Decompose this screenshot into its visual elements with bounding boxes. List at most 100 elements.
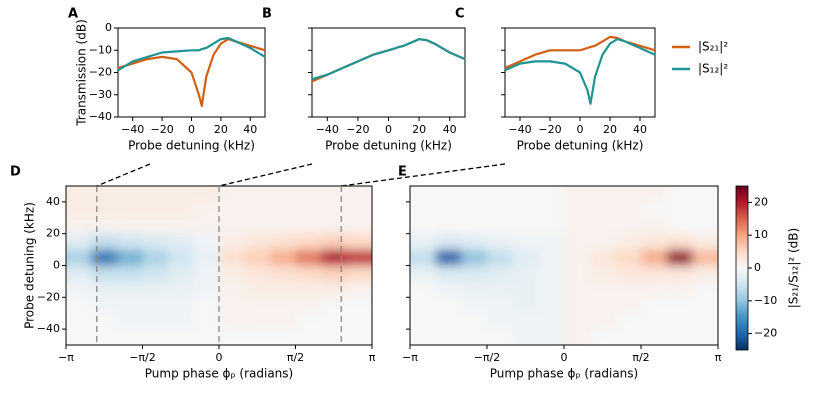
heatmap-cell xyxy=(640,217,667,235)
connector xyxy=(341,163,506,187)
y-tick-label: −30 xyxy=(89,88,112,101)
heatmap-cell xyxy=(487,201,514,219)
heatmap-cell xyxy=(692,281,718,298)
heatmap-cell xyxy=(244,265,271,282)
plot-frame xyxy=(504,27,656,118)
heatmap-cell xyxy=(244,249,271,266)
heatmap-cell xyxy=(321,249,348,266)
x-tick-label: −π/2 xyxy=(129,351,156,364)
heatmap-cell xyxy=(589,329,616,345)
y-tick-label: −40 xyxy=(89,110,112,123)
heatmap-cell xyxy=(435,217,462,235)
heatmap-cell xyxy=(615,217,642,235)
heatmap-cell xyxy=(167,313,194,330)
data-line xyxy=(504,38,656,105)
heatmap-cell xyxy=(615,313,642,330)
x-tick-label: −20 xyxy=(538,123,561,136)
heatmap-cell xyxy=(270,249,296,266)
heatmap-cell xyxy=(91,217,118,235)
heatmap-cell xyxy=(589,249,616,266)
heatmap-cell xyxy=(66,297,92,314)
heatmap-cell xyxy=(692,297,718,314)
heatmap-cell xyxy=(91,281,118,298)
heatmap-cell xyxy=(640,281,667,298)
x-tick-label: −π/2 xyxy=(474,351,501,364)
heatmap-cell xyxy=(487,249,514,266)
data-line xyxy=(311,38,466,81)
panel-label: A xyxy=(68,7,78,22)
heatmap-cell xyxy=(538,201,565,219)
heatmap-clip xyxy=(410,186,718,345)
heatmap-cell xyxy=(295,201,322,219)
heatmap-cell xyxy=(461,265,488,282)
heatmap-cell xyxy=(295,233,322,251)
heatmap-cell xyxy=(142,201,169,219)
x-tick-label: −40 xyxy=(508,123,531,136)
heatmap-cell xyxy=(295,297,322,314)
heatmap-cell xyxy=(244,313,271,330)
heatmap-cell xyxy=(487,313,514,330)
heatmap-cell xyxy=(692,265,718,282)
heatmap-cell xyxy=(321,233,348,251)
legend-label: |S₂₁|² xyxy=(698,40,728,54)
heatmap-cell xyxy=(142,329,169,345)
data-line xyxy=(117,38,266,107)
heatmap-cell xyxy=(193,265,220,282)
heatmap-cell xyxy=(666,186,693,203)
heatmap-cell xyxy=(91,249,118,266)
heatmap-cell xyxy=(66,313,92,330)
heatmap-cell xyxy=(244,201,271,219)
heatmap-cell xyxy=(295,329,322,345)
heatmap-cell xyxy=(219,297,245,314)
heatmap-cell xyxy=(295,186,322,203)
heatmap-cell xyxy=(435,329,462,345)
heatmap-cell xyxy=(244,281,271,298)
heatmap-cell xyxy=(219,217,245,235)
heatmap-cell xyxy=(295,217,322,235)
heatmap-cell xyxy=(435,265,462,282)
heatmap-cell xyxy=(512,249,539,266)
heatmap-cell xyxy=(692,201,718,219)
heatmap-cell xyxy=(270,265,296,282)
heatmap-cell xyxy=(538,265,565,282)
heatmap-cell xyxy=(193,249,220,266)
heatmap-cell xyxy=(346,281,372,298)
heatmap-cell xyxy=(410,249,437,266)
heatmap-cell xyxy=(66,186,92,203)
x-tick-label: −π xyxy=(58,351,74,364)
heatmap-cell xyxy=(244,329,271,345)
heatmap-cell xyxy=(142,217,169,235)
heatmap-cell xyxy=(666,201,693,219)
heatmap-cell xyxy=(66,217,92,235)
heatmap-cell xyxy=(615,249,642,266)
heatmap-cell xyxy=(640,233,667,251)
heatmap-cell xyxy=(538,313,565,330)
plot-frame xyxy=(117,27,266,118)
data-line xyxy=(311,38,466,83)
heatmap-cell xyxy=(487,217,514,235)
heatmap-cell xyxy=(538,233,565,251)
connector xyxy=(96,163,151,187)
heatmap-cell xyxy=(219,186,245,203)
heatmap-cell xyxy=(435,233,462,251)
heatmap-cell xyxy=(66,249,92,266)
heatmap-cell xyxy=(461,297,488,314)
heatmap-cell xyxy=(142,313,169,330)
heatmap-cell xyxy=(615,281,642,298)
heatmap-cell xyxy=(270,217,296,235)
heatmap-cell xyxy=(346,201,372,219)
heatmap-cell xyxy=(66,201,92,219)
heatmap-cell xyxy=(615,233,642,251)
heatmap-cell xyxy=(564,281,590,298)
heatmap-cell xyxy=(410,281,437,298)
colorbar-tick-label: 10 xyxy=(754,228,768,241)
heatmap-cell xyxy=(321,329,348,345)
heatmap-cell xyxy=(410,313,437,330)
y-tick-label: 0 xyxy=(105,21,112,34)
y-tick-label: 20 xyxy=(46,227,60,240)
x-tick-label: 20 xyxy=(412,123,426,136)
heatmap-cell xyxy=(487,281,514,298)
heatmap-cell xyxy=(346,233,372,251)
heatmap-cell xyxy=(244,233,271,251)
heatmap-cell xyxy=(461,186,488,203)
